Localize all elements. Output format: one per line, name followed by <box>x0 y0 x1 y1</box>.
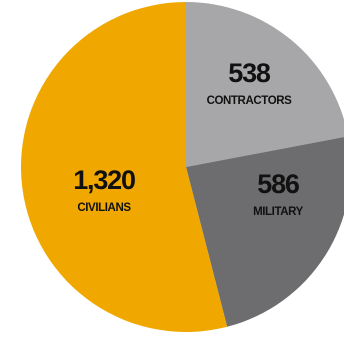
slice-label-contractors: CONTRACTORS <box>207 95 293 107</box>
slice-label-military: MILITARY <box>253 206 304 218</box>
slice-value-contractors: 538 <box>228 58 271 88</box>
pie-slice-contractors <box>186 2 344 167</box>
slice-value-civilians: 1,320 <box>73 165 135 195</box>
pie-slice-military <box>186 136 344 327</box>
slice-value-military: 586 <box>257 169 300 199</box>
pie-slices <box>20 1 344 332</box>
slice-label-civilians: CIVILIANS <box>77 202 131 214</box>
pie-slice-civilians <box>20 1 228 332</box>
